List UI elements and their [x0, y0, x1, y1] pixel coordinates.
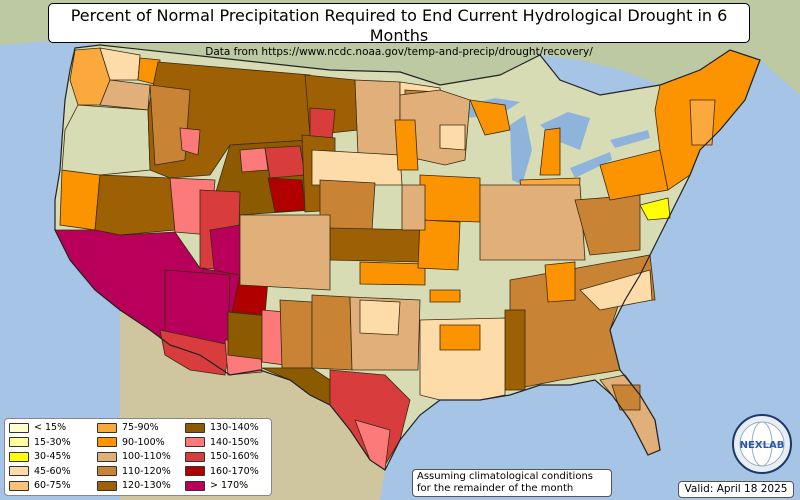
- map-title: Percent of Normal Precipitation Required…: [70, 6, 728, 45]
- globe-logo-icon: NEXLAB: [732, 414, 792, 474]
- legend-item: 75-90%: [97, 422, 159, 434]
- legend-item: 100-110%: [97, 451, 171, 463]
- legend-label: 130-140%: [210, 422, 259, 433]
- legend-swatch: [185, 480, 205, 491]
- drought-regions: [54, 47, 761, 471]
- note-line-2: for the remainder of the month: [417, 483, 574, 494]
- legend-label: 75-90%: [122, 422, 159, 433]
- legend-swatch: [9, 422, 29, 433]
- legend-item: 60-75%: [9, 480, 71, 492]
- legend: < 15% 15-30% 30-45% 45-60% 60-75% 75-90% 90-10…: [4, 418, 272, 496]
- legend-label: 30-45%: [34, 451, 71, 462]
- legend-label: 100-110%: [122, 451, 171, 462]
- logo-text: NEXLAB: [740, 440, 785, 451]
- state-borders: [54, 44, 761, 471]
- legend-label: < 15%: [34, 422, 67, 433]
- great-lakes: [455, 98, 650, 185]
- legend-label: 45-60%: [34, 465, 71, 477]
- legend-swatch: [9, 480, 29, 491]
- legend-item: 15-30%: [9, 437, 71, 449]
- legend-item: 30-45%: [9, 451, 71, 463]
- legend-swatch: [97, 422, 117, 433]
- legend-label: 160-170%: [210, 465, 259, 477]
- legend-item: 160-170%: [185, 466, 259, 478]
- assumption-note: Assuming climatological conditions for t…: [412, 469, 612, 497]
- legend-item: 140-150%: [185, 437, 259, 449]
- legend-label: 60-75%: [34, 480, 71, 491]
- legend-label: 90-100%: [122, 436, 165, 448]
- legend-item: 90-100%: [97, 437, 165, 449]
- legend-label: > 170%: [210, 480, 249, 491]
- legend-label: 120-130%: [122, 480, 171, 491]
- legend-swatch: [185, 422, 205, 433]
- region-central-colorado: [267, 177, 306, 213]
- legend-swatch: [185, 451, 205, 462]
- map-subtitle: Data from https://www.ncdc.noaa.gov/temp…: [205, 46, 593, 58]
- valid-date-label: Valid: April 18 2025: [678, 481, 794, 498]
- legend-label: 15-30%: [34, 436, 71, 448]
- legend-swatch: [9, 466, 29, 476]
- note-line-1: Assuming climatological conditions: [417, 471, 593, 482]
- legend-swatch: [9, 437, 29, 447]
- legend-label: 150-160%: [210, 451, 259, 462]
- legend-swatch: [97, 437, 117, 447]
- legend-item: 130-140%: [185, 422, 259, 434]
- title-box: Percent of Normal Precipitation Required…: [48, 3, 750, 58]
- legend-swatch: [185, 437, 205, 447]
- legend-item: 120-130%: [97, 480, 171, 492]
- legend-swatch: [185, 466, 205, 476]
- legend-item: < 15%: [9, 422, 66, 434]
- region-maryland-delaware: [639, 197, 671, 221]
- legend-item: > 170%: [185, 480, 248, 492]
- legend-swatch: [97, 466, 117, 476]
- legend-item: 150-160%: [185, 451, 259, 463]
- legend-label: 110-120%: [122, 465, 171, 477]
- legend-label: 140-150%: [210, 436, 259, 448]
- legend-swatch: [97, 451, 117, 462]
- legend-swatch: [9, 451, 29, 462]
- legend-item: 110-120%: [97, 466, 171, 478]
- legend-item: 45-60%: [9, 466, 71, 478]
- legend-swatch: [97, 480, 117, 491]
